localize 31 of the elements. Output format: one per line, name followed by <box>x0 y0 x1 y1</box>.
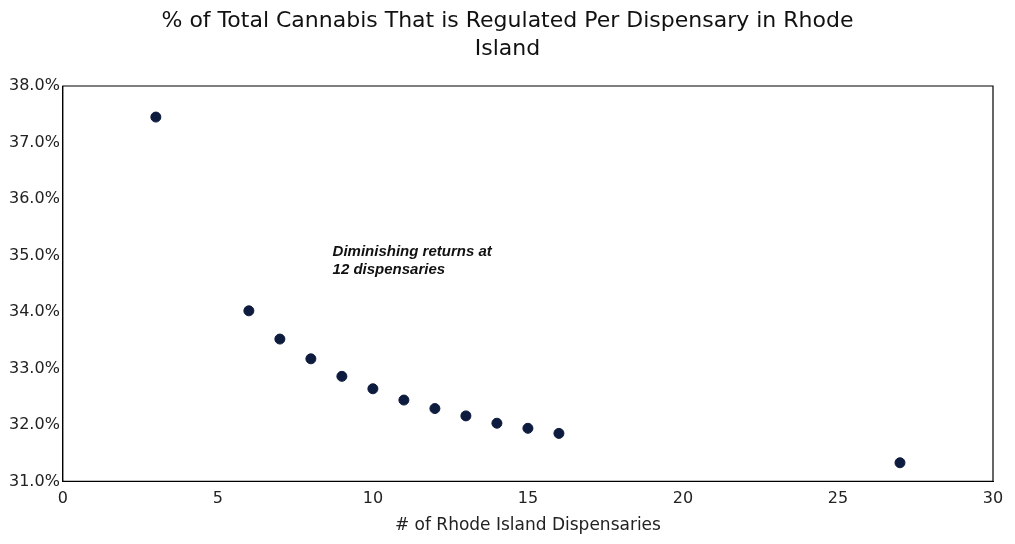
annotation: Diminishing returns at 12 dispensaries <box>332 242 493 278</box>
x-axis-title: # of Rhode Island Dispensaries <box>394 514 662 535</box>
point <box>243 305 255 317</box>
y-tick-label: 31.0% <box>9 470 60 490</box>
x-tick-label: 25 <box>827 488 849 508</box>
x-tick-label: 15 <box>517 488 539 508</box>
y-tick-label: 32.0% <box>9 414 60 434</box>
y-tick-label: 35.0% <box>9 244 60 264</box>
point <box>150 111 162 123</box>
y-tick-label: 36.0% <box>9 188 60 208</box>
y-tick-label: 37.0% <box>9 131 60 151</box>
point <box>274 333 286 345</box>
point <box>305 353 317 365</box>
point <box>491 417 503 429</box>
point <box>894 457 906 469</box>
x-tick-label: 0 <box>57 488 68 508</box>
point <box>429 403 441 415</box>
point <box>336 370 348 382</box>
y-tick-label: 34.0% <box>9 301 60 321</box>
y-tick-label: 33.0% <box>9 357 60 377</box>
point <box>367 383 379 395</box>
chart-title: % of Total Cannabis That is Regulated Per Dispensary in Rhode Island <box>160 6 855 62</box>
x-tick-label: 20 <box>672 488 694 508</box>
x-tick-label: 30 <box>982 488 1004 508</box>
point <box>522 422 534 434</box>
x-tick-label: 5 <box>212 488 223 508</box>
point <box>398 394 410 406</box>
point <box>460 410 472 422</box>
point <box>553 427 565 439</box>
x-tick-label: 10 <box>362 488 384 508</box>
y-tick-label: 38.0% <box>9 75 60 95</box>
